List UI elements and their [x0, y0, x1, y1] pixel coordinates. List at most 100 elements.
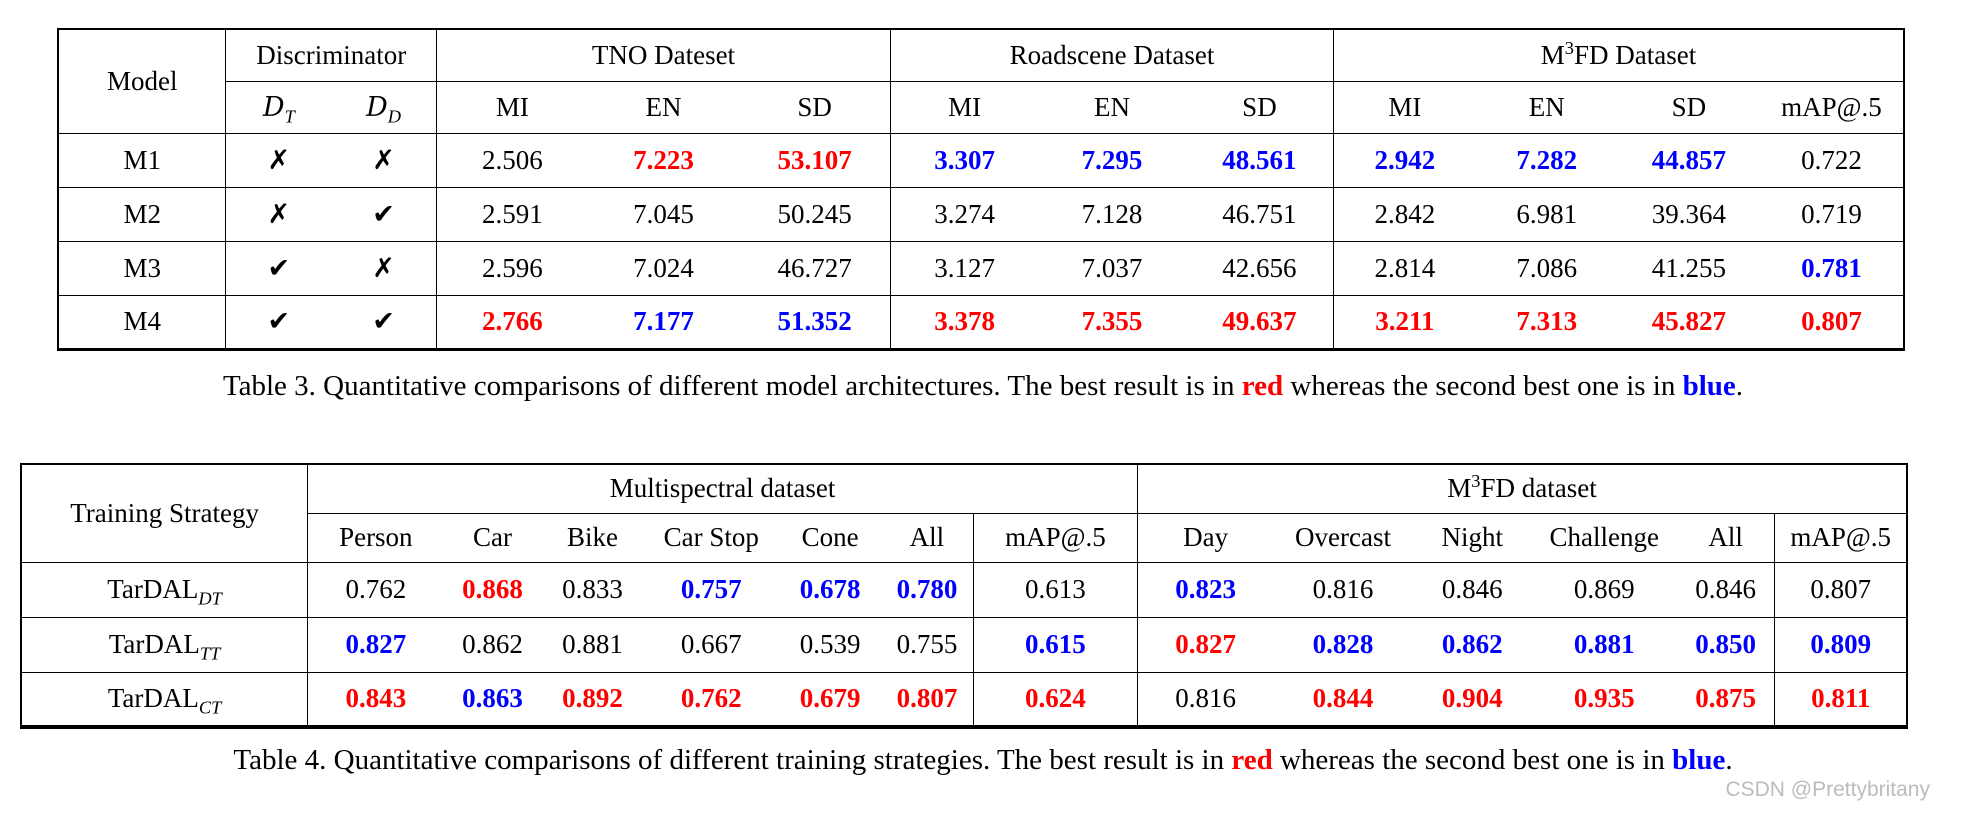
tno-sd-header: SD — [797, 91, 832, 122]
caption4-period: . — [1725, 744, 1733, 776]
value-cell: 0.811 — [1774, 672, 1907, 727]
value-cell: 7.313 — [1516, 306, 1578, 336]
value-cell: 0.827 — [307, 617, 444, 672]
table3-header-row-metrics: DT DD MI EN SD MI EN SD MI EN SD mAP@.5 — [58, 81, 1904, 133]
table4-body: TarDALDT 0.762 0.868 0.833 0.757 0.678 0.780 0.… — [21, 562, 1907, 727]
table4-header: Training Strategy Multispectral dataset … — [21, 464, 1907, 562]
night-header: Night — [1441, 522, 1503, 552]
value-cell: 0.757 — [680, 574, 742, 604]
caption3-blue-word: blue — [1682, 370, 1736, 402]
value-cell: 7.037 — [1081, 252, 1143, 283]
value-cell: 3.378 — [890, 295, 1039, 349]
cross-mark: ✗ — [225, 187, 332, 241]
dd-subscript: D — [387, 105, 402, 126]
value-cell: 0.828 — [1312, 629, 1374, 659]
model-cell: M4 — [123, 306, 161, 336]
overcast-header: Overcast — [1295, 522, 1391, 552]
value-cell: 53.107 — [777, 144, 852, 175]
value-cell: 7.128 — [1081, 198, 1143, 229]
caption4-red-word: red — [1231, 744, 1273, 776]
m3fd-sd-header: SD — [1671, 91, 1707, 122]
value-cell: 50.245 — [777, 198, 852, 229]
table3-caption: Table 3. Quantitative comparisons of dif… — [0, 370, 1966, 403]
csdn-watermark: CSDN @Prettybritany — [1725, 778, 1930, 801]
value-cell: 7.045 — [633, 198, 694, 229]
cross-mark: ✗ — [225, 133, 332, 187]
day-header: Day — [1136, 513, 1274, 562]
value-cell: 45.827 — [1651, 306, 1726, 336]
value-cell: 0.615 — [972, 617, 1138, 672]
multispectral-group-header: Multispectral dataset — [307, 464, 1138, 513]
value-cell: 0.624 — [972, 672, 1138, 727]
car-header: Car — [472, 522, 512, 552]
value-cell: 0.846 — [1441, 574, 1503, 604]
caption4-blue-word: blue — [1672, 744, 1726, 776]
value-cell: 7.223 — [633, 144, 694, 175]
strategy-name: TarDAL — [107, 574, 199, 604]
strategy-cell: TarDALCT — [21, 672, 308, 727]
m3fd-label-post: FD dataset — [1480, 473, 1597, 504]
value-cell: 0.807 — [896, 683, 958, 714]
value-cell: 0.807 — [1801, 306, 1862, 336]
m3fd-en-header: EN — [1528, 91, 1565, 122]
roadscene-en-header: EN — [1094, 91, 1130, 122]
value-cell: 0.762 — [680, 683, 742, 714]
strategy-subscript: CT — [198, 697, 222, 718]
cross-mark: ✗ — [372, 144, 395, 176]
value-cell: 3.274 — [890, 187, 1039, 241]
value-cell: 41.255 — [1651, 252, 1726, 283]
value-cell: 2.814 — [1333, 241, 1476, 295]
table-row: M4 ✔ ✔ 2.766 7.177 51.352 3.378 7.355 49.637 3.21… — [58, 295, 1904, 349]
value-cell: 44.857 — [1651, 144, 1726, 175]
car-stop-header: Car Stop — [663, 522, 759, 552]
dd-symbol: D — [366, 91, 388, 123]
value-cell: 2.842 — [1333, 187, 1476, 241]
check-mark: ✔ — [372, 306, 395, 337]
value-cell: 0.881 — [1573, 629, 1635, 659]
multispectral-map-header: mAP@.5 — [972, 513, 1138, 562]
roadscene-mi-header: MI — [890, 81, 1039, 133]
check-mark: ✔ — [225, 241, 332, 295]
model-cell: M1 — [123, 144, 161, 175]
table3-body: M1 ✗ ✗ 2.506 7.223 53.107 3.307 7.295 48.561 2.94… — [58, 133, 1904, 349]
value-cell: 0.755 — [896, 629, 958, 659]
table4-header-row-groups: Training Strategy Multispectral dataset … — [21, 464, 1907, 528]
m3fd-label-sup: 3 — [1564, 37, 1574, 58]
table-model-architectures: Model Discriminator TNO Dateset Roadscen… — [57, 28, 1905, 351]
strategy-subscript: TT — [199, 643, 221, 664]
value-cell: 0.862 — [1441, 629, 1503, 659]
caption3-red-word: red — [1241, 370, 1284, 402]
value-cell: 0.781 — [1801, 252, 1862, 283]
table-row: TarDALCT 0.843 0.863 0.892 0.762 0.679 0.807 0.… — [21, 672, 1907, 727]
value-cell: 0.850 — [1695, 629, 1756, 659]
m3fd-dataset-group-header: M3FD Dataset — [1333, 29, 1904, 81]
value-cell: 7.355 — [1081, 306, 1143, 336]
value-cell: 0.809 — [1774, 617, 1907, 672]
value-cell: 0.869 — [1573, 574, 1635, 604]
value-cell: 3.211 — [1333, 295, 1476, 349]
value-cell: 0.892 — [562, 683, 623, 714]
discriminator-group-header: Discriminator — [225, 29, 437, 81]
m3fd-label-pre: M — [1540, 39, 1565, 70]
dt-symbol: D — [262, 91, 285, 123]
value-cell: 0.816 — [1312, 574, 1374, 604]
value-cell: 7.024 — [633, 252, 694, 283]
value-cell: 0.827 — [1136, 617, 1274, 672]
dd-column-header: DD — [331, 81, 436, 133]
table4-header-row-classes: Person Car Bike Car Stop Cone All mAP@.5… — [21, 513, 1907, 562]
m3fd-group-header: M3FD dataset — [1136, 464, 1907, 513]
value-cell: 42.656 — [1222, 252, 1297, 283]
value-cell: 2.506 — [435, 133, 588, 187]
value-cell: 0.863 — [462, 683, 523, 714]
value-cell: 48.561 — [1222, 144, 1297, 175]
strategy-subscript: DT — [198, 588, 222, 609]
value-cell: 0.868 — [462, 574, 523, 604]
dt-subscript: T — [284, 105, 295, 126]
value-cell: 0.719 — [1801, 198, 1862, 229]
value-cell: 3.307 — [890, 133, 1039, 187]
value-cell: 0.807 — [1774, 562, 1907, 617]
tno-mi-header: MI — [435, 81, 588, 133]
value-cell: 6.981 — [1516, 198, 1578, 229]
table-row: TarDALDT 0.762 0.868 0.833 0.757 0.678 0.780 0.… — [21, 562, 1907, 617]
